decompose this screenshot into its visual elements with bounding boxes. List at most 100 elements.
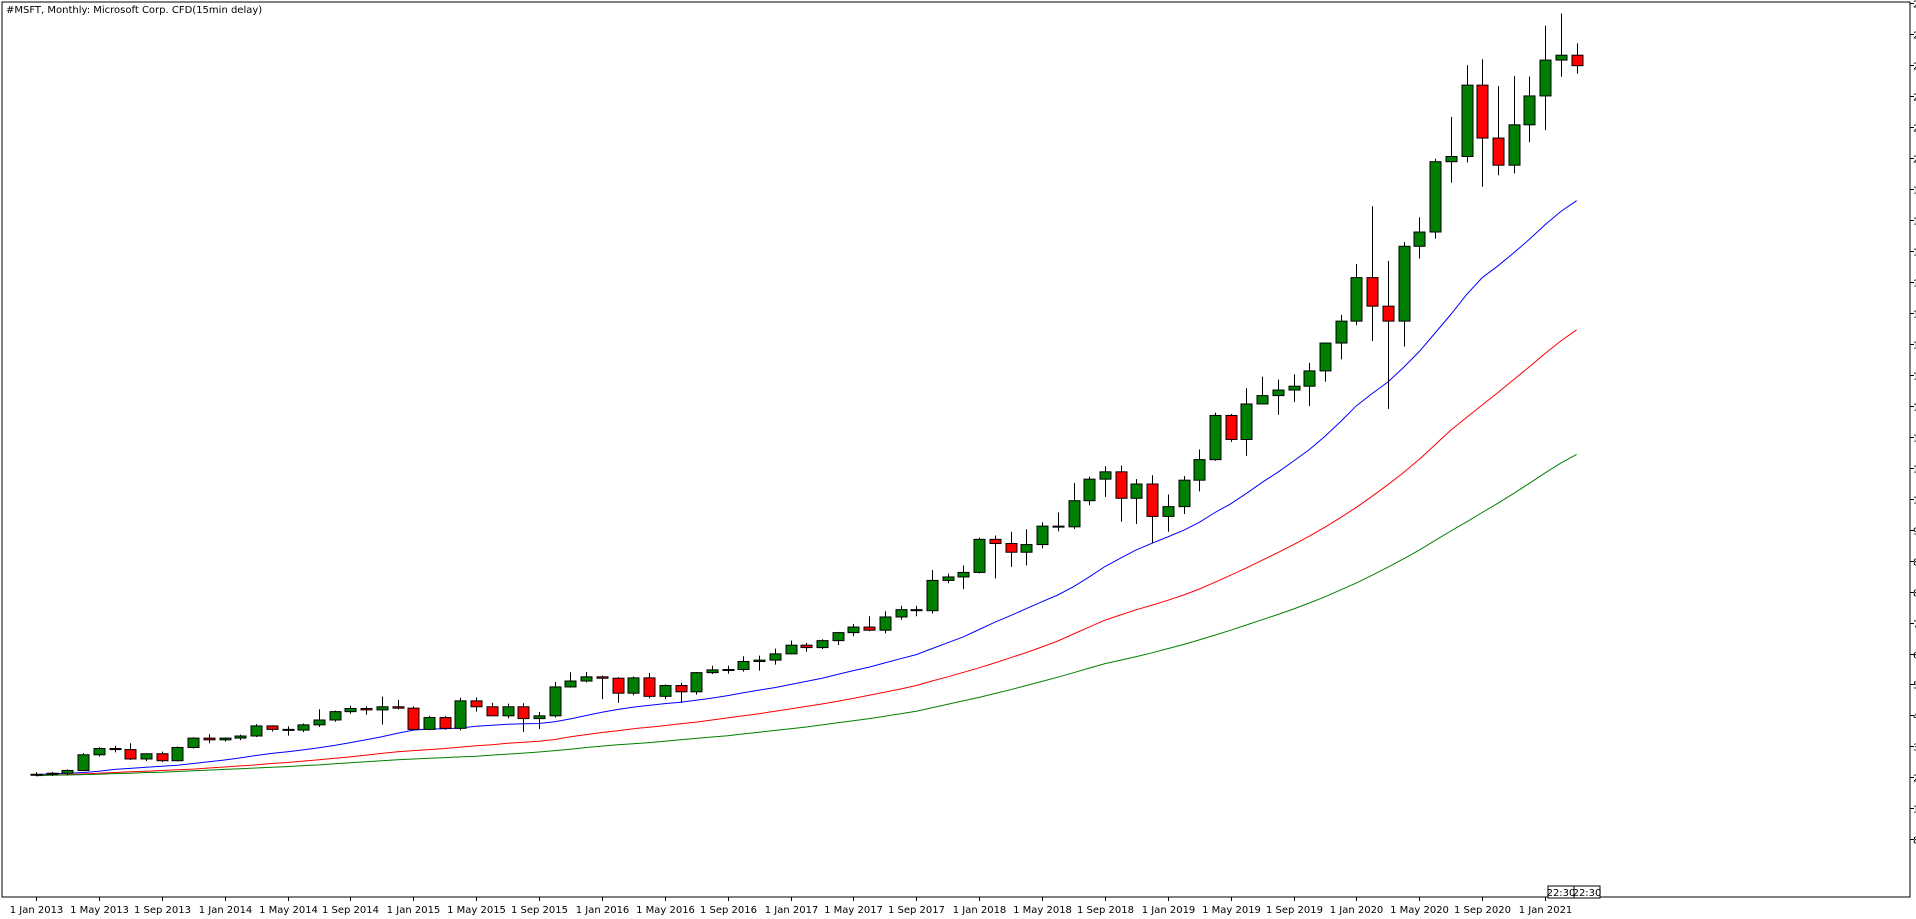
candle-body-bear [1146, 483, 1159, 517]
candle [329, 710, 342, 722]
candle [1225, 414, 1238, 442]
candle [612, 677, 625, 703]
y-tick-label: 62.20 [1913, 651, 1916, 662]
candle-body-bull [659, 685, 672, 697]
candle-body-bull [313, 719, 326, 726]
candle [344, 705, 357, 714]
candle [1335, 314, 1348, 360]
candle [1366, 206, 1379, 341]
candle-body-bull [690, 672, 703, 693]
candle-body-bear [266, 725, 279, 730]
candle [1162, 494, 1175, 532]
candle [439, 716, 452, 730]
candle-body-bear [407, 707, 420, 730]
ma-line-2 [35, 329, 1577, 776]
candle-body-bear [910, 609, 923, 612]
candle [722, 665, 735, 674]
candle-body-bull [832, 632, 845, 642]
candle [564, 672, 577, 688]
x-tick-label: 1 Jan 2014 [199, 905, 253, 916]
candle-body-bear [1052, 525, 1065, 528]
candle-body-bull [926, 579, 939, 612]
x-tick-label: 1 Jan 2016 [576, 905, 630, 916]
candle-body-bull [502, 706, 515, 717]
candle-body-bull [1461, 84, 1474, 157]
candle-body-bull [30, 773, 43, 776]
candle-body-bull [1020, 544, 1033, 553]
candle [1099, 466, 1112, 497]
candle-body-bull [942, 576, 955, 581]
candle-body-bull [1445, 155, 1458, 163]
y-tick-label: 8.80 [1913, 836, 1916, 847]
candle [769, 648, 782, 665]
candle [659, 684, 672, 700]
candle [1256, 376, 1269, 405]
candle [203, 734, 216, 744]
x-tick-label: 1 May 2019 [1202, 905, 1261, 916]
candle-body-bull [187, 737, 200, 748]
candle-body-bull [816, 640, 829, 649]
candle [1382, 260, 1395, 409]
candle [1476, 59, 1489, 187]
candle [1193, 449, 1206, 492]
candle-body-bull [1209, 414, 1222, 461]
x-tick-label: 1 Jan 2020 [1330, 905, 1384, 916]
x-tick-label: 1 May 2016 [636, 905, 695, 916]
candle [140, 753, 153, 762]
time-marker: 22:30 [1547, 885, 1575, 899]
candle [785, 640, 798, 655]
candle [643, 673, 656, 699]
candle-body-bear [470, 700, 483, 708]
candle-body-bear [439, 717, 452, 729]
candle-body-bull [1256, 395, 1269, 405]
y-tick-label: 115.60 [1913, 465, 1916, 476]
y-tick-label: 177.90 [1913, 248, 1916, 259]
y-tick-label: 44.40 [1913, 712, 1916, 723]
candle-body-bear [109, 748, 122, 751]
candle-body-bull [297, 724, 310, 731]
candle-body-bull [1272, 389, 1285, 397]
candle-body-bear [1005, 543, 1018, 553]
y-tick-label: 133.40 [1913, 403, 1916, 414]
candle-body-bull [77, 754, 90, 771]
candle-body-bull [1335, 320, 1348, 344]
candle-body-bull [895, 609, 908, 618]
candle-body-bull [140, 753, 153, 760]
candle-body-bull [580, 676, 593, 682]
plot-frame [1, 1, 1911, 898]
x-tick-label: 1 Sep 2019 [1266, 905, 1323, 916]
candle [1303, 362, 1316, 407]
candle [360, 706, 373, 715]
x-tick-label: 1 Sep 2016 [700, 905, 757, 916]
candle [219, 737, 232, 742]
x-tick-label: 1 May 2015 [447, 905, 506, 916]
candle [93, 747, 106, 757]
candle [282, 726, 295, 736]
candles [30, 13, 1584, 777]
candle-body-bull [785, 644, 798, 655]
x-tick-label: 1 Sep 2020 [1454, 905, 1511, 916]
candle-body-bull [1429, 161, 1442, 233]
candle-body-bear [596, 676, 609, 679]
candle-body-bull [1398, 245, 1411, 322]
candle [879, 611, 892, 634]
candle [1005, 531, 1018, 567]
y-tick-label: 88.90 [1913, 558, 1916, 569]
ma-line-3 [35, 453, 1577, 777]
candle-body-bear [1476, 84, 1489, 139]
candle-body-bull [549, 686, 562, 717]
y-tick-label: 240.20 [1913, 31, 1916, 42]
x-tick-label: 1 Sep 2017 [888, 905, 945, 916]
candle [1209, 412, 1222, 461]
candle [690, 671, 703, 695]
candle [1539, 25, 1552, 131]
candle-body-bear [392, 706, 405, 709]
candle-body-bear [1366, 277, 1379, 307]
y-tick-label: 195.70 [1913, 186, 1916, 197]
candle [30, 772, 43, 777]
x-tick-label: 1 Sep 2018 [1077, 905, 1134, 916]
x-tick-label: 1 May 2020 [1390, 905, 1449, 916]
y-tick-label: 222.40 [1913, 93, 1916, 104]
